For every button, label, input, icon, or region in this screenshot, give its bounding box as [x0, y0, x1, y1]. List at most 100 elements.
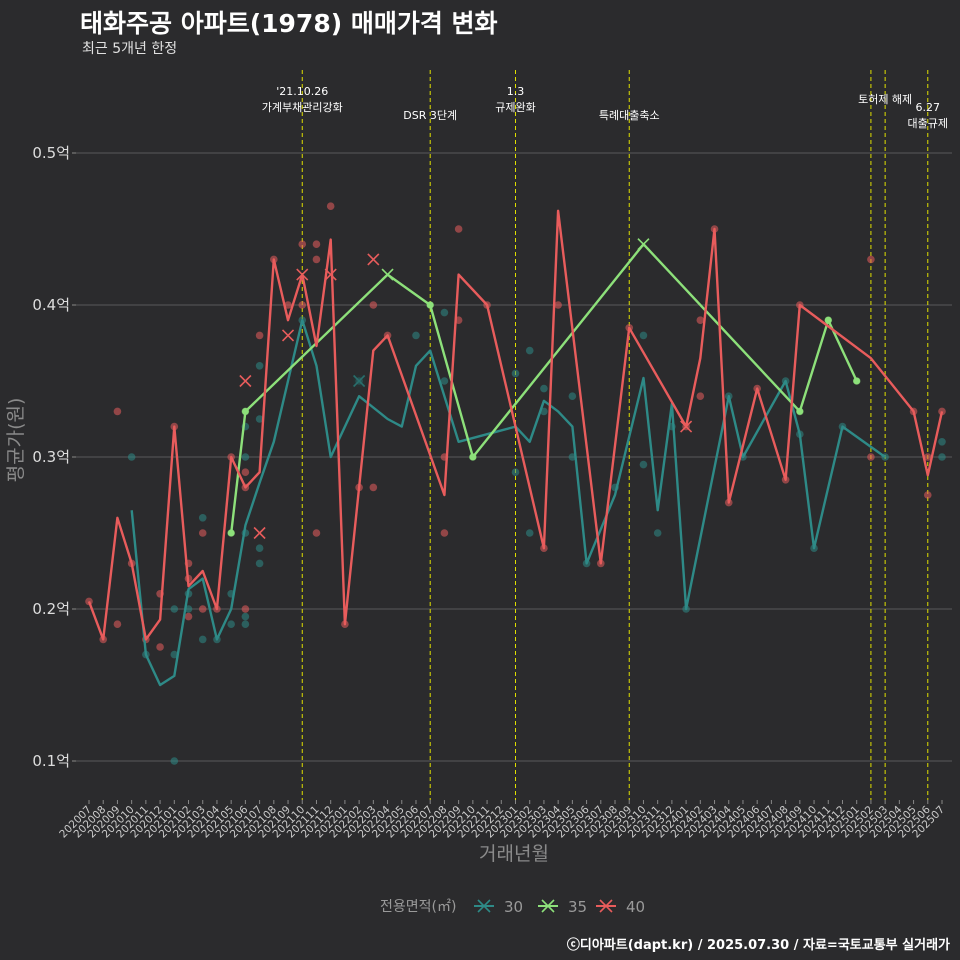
point-35 [227, 529, 235, 537]
point-30 [412, 331, 420, 340]
point-30 [255, 415, 264, 423]
point-40 [298, 301, 307, 309]
legend-label-35: 35 [568, 898, 587, 916]
point-30 [198, 514, 207, 522]
cross-stroke [637, 238, 650, 251]
cross-marker-40 [281, 329, 295, 342]
point-40 [298, 240, 307, 248]
cross-marker-40 [367, 253, 380, 266]
x-axis-ticks: 2020072020082020092020102020112020122021… [57, 800, 947, 840]
point-30 [255, 544, 264, 552]
legend-label-40: 40 [626, 898, 645, 916]
cross-marker-40 [239, 374, 252, 388]
point-30 [511, 468, 520, 477]
point-30 [525, 346, 534, 355]
cross-stroke [296, 268, 309, 281]
y-tick-label: 0.1억 [32, 752, 70, 770]
y-axis-ticks: 0.1억 0.2억 0.3억 0.4억 0.5억 [32, 144, 76, 770]
point-40 [241, 468, 250, 477]
legend-item-30: 30 [474, 898, 523, 916]
point-40 [696, 316, 705, 325]
point-35 [426, 301, 434, 309]
point-40 [184, 612, 193, 621]
cross-stroke [680, 420, 693, 433]
chart-subtitle: 최근 5개년 한정 [82, 41, 178, 57]
legend-swatch-cross [541, 899, 555, 913]
event-label: 가계부채관리강화 [262, 101, 343, 114]
y-tick-label: 0.4억 [32, 296, 70, 314]
point-40 [923, 453, 932, 461]
event-label: 규제완화 [495, 101, 535, 114]
event-label: 토허제 해제 [858, 92, 912, 106]
legend-item-35: 35 [538, 898, 587, 916]
point-40 [696, 392, 705, 401]
series-lines [87, 209, 944, 687]
point-30 [241, 453, 250, 461]
series-line-40 [87, 209, 944, 641]
y-tick-label: 0.3억 [32, 448, 70, 466]
point-30 [525, 529, 534, 537]
point-30 [170, 757, 179, 765]
event-label: DSR 3단계 [403, 109, 457, 122]
y-axis-label: 평균가(원) [5, 398, 27, 483]
cross-marker-40 [253, 526, 266, 540]
point-40 [113, 407, 122, 416]
point-30 [653, 529, 662, 537]
cross-marker-40 [680, 420, 693, 433]
cross-stroke [281, 329, 295, 342]
cross-marker-40 [296, 268, 309, 281]
point-30 [170, 650, 179, 659]
point-40 [198, 529, 207, 537]
point-30 [540, 384, 548, 393]
legend-swatch-cross [599, 899, 613, 913]
cross-stroke [353, 374, 366, 388]
point-35 [241, 408, 249, 415]
point-40 [241, 605, 250, 613]
event-label: 대출규제 [908, 117, 948, 130]
point-30 [170, 605, 179, 613]
y-tick-label: 0.2억 [32, 600, 70, 618]
point-35 [796, 408, 804, 415]
point-30 [938, 453, 946, 461]
point-30 [639, 460, 648, 469]
point-40 [867, 453, 875, 461]
cross-marker-40 [324, 268, 337, 281]
gridlines [76, 152, 952, 762]
point-40 [369, 301, 378, 309]
point-40 [867, 255, 875, 264]
point-30 [568, 392, 577, 401]
point-35 [853, 377, 861, 385]
point-40 [923, 491, 932, 499]
point-30 [639, 331, 648, 340]
legend: 전용면적(㎡) 30 35 40 [380, 898, 645, 916]
point-40 [312, 529, 321, 537]
point-40 [113, 620, 122, 628]
event-label: 6.27 [916, 101, 941, 114]
legend-label-30: 30 [504, 898, 523, 916]
point-30 [127, 453, 136, 461]
point-35 [469, 453, 477, 461]
point-30 [440, 308, 449, 317]
point-40 [255, 331, 264, 340]
series-line-30 [130, 319, 886, 687]
point-30 [198, 635, 207, 644]
cross-marker-35 [381, 268, 394, 281]
point-40 [312, 255, 321, 264]
x-axis-label: 거래년월 [479, 843, 549, 865]
event-label: '21.10.26 [276, 85, 328, 98]
chart-title: 태화주공 아파트(1978) 매매가격 변화 [80, 9, 498, 38]
point-40 [369, 483, 378, 492]
cross-markers [239, 238, 693, 540]
point-40 [454, 225, 463, 233]
point-40 [312, 240, 321, 248]
y-tick-label: 0.5억 [32, 144, 70, 162]
cross-stroke [253, 526, 266, 540]
point-30 [255, 362, 264, 370]
point-40 [440, 529, 449, 537]
source-caption: ⓒ디아파트(dapt.kr) / 2025.07.30 / 자료=국토교통부 실… [566, 938, 950, 953]
cross-marker-35 [637, 238, 650, 251]
point-40 [326, 202, 335, 210]
cross-stroke [381, 268, 394, 281]
